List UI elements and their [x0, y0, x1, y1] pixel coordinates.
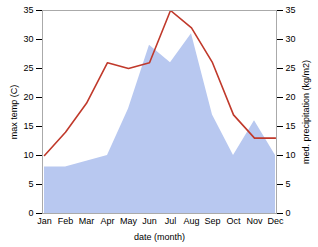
svg-text:20: 20 — [23, 92, 33, 102]
svg-text:Dec: Dec — [267, 216, 284, 226]
svg-text:35: 35 — [286, 5, 296, 15]
svg-text:Nov: Nov — [246, 216, 263, 226]
svg-text:Apr: Apr — [100, 216, 114, 226]
svg-text:0: 0 — [28, 208, 33, 218]
svg-text:Jan: Jan — [37, 216, 52, 226]
svg-text:Mar: Mar — [79, 216, 95, 226]
svg-text:10: 10 — [286, 150, 296, 160]
svg-text:5: 5 — [28, 179, 33, 189]
svg-text:Feb: Feb — [58, 216, 74, 226]
svg-text:25: 25 — [23, 63, 33, 73]
svg-text:med. precipitation (kg/m2): med. precipitation (kg/m2) — [301, 60, 311, 164]
svg-text:max temp (C): max temp (C) — [9, 85, 19, 140]
svg-text:35: 35 — [23, 5, 33, 15]
svg-text:May: May — [120, 216, 138, 226]
svg-text:25: 25 — [286, 63, 296, 73]
svg-text:15: 15 — [23, 121, 33, 131]
svg-text:5: 5 — [286, 179, 291, 189]
svg-text:30: 30 — [286, 34, 296, 44]
svg-text:15: 15 — [286, 121, 296, 131]
svg-text:20: 20 — [286, 92, 296, 102]
svg-text:Oct: Oct — [226, 216, 241, 226]
svg-text:30: 30 — [23, 34, 33, 44]
svg-text:Jul: Jul — [165, 216, 177, 226]
svg-text:0: 0 — [286, 208, 291, 218]
svg-text:10: 10 — [23, 150, 33, 160]
svg-text:Aug: Aug — [183, 216, 199, 226]
svg-text:Jun: Jun — [142, 216, 157, 226]
svg-text:date (month): date (month) — [134, 232, 185, 242]
svg-text:Sep: Sep — [204, 216, 220, 226]
